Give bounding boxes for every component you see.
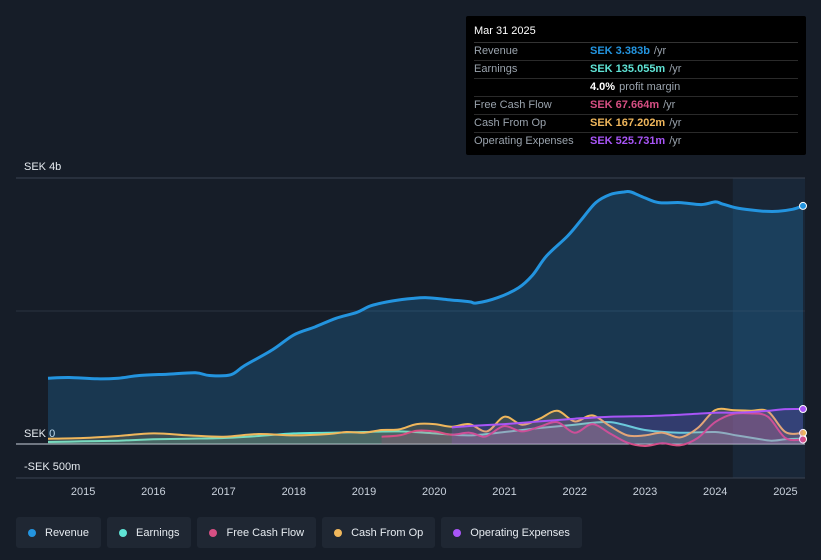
x-tick-label: 2018	[282, 486, 306, 498]
legend-label: Earnings	[136, 526, 180, 539]
tooltip-row-label: Cash From Op	[474, 117, 547, 129]
tooltip-row-unit: /yr	[669, 63, 682, 75]
tooltip-row: Cash From Op SEK 167.202m/yr	[474, 115, 798, 133]
legend-item-operating-expenses[interactable]: Operating Expenses	[441, 517, 582, 548]
legend-dot-icon	[209, 528, 218, 537]
tooltip-row-value: SEK 525.731m	[590, 135, 666, 147]
tooltip-date: Mar 31 2025	[474, 24, 798, 43]
operating-expenses-area	[451, 408, 803, 444]
earnings-line	[47, 420, 804, 443]
revenue-end-point	[799, 201, 807, 210]
operating-expenses-line	[451, 407, 804, 429]
y-label-bottom: -SEK 500m	[24, 461, 80, 473]
legend: Revenue Earnings Free Cash Flow Cash From O…	[16, 517, 582, 548]
tooltip-row-value: SEK 67.664m	[590, 99, 660, 111]
x-tick-label: 2016	[141, 486, 165, 498]
tooltip-row-unit: /yr	[669, 135, 682, 147]
tooltip-row-value: SEK 167.202m	[590, 117, 666, 129]
legend-label: Revenue	[45, 526, 90, 539]
tooltip-row-value: 4.0%	[590, 81, 616, 93]
tooltip-row: Earnings SEK 135.055m/yr	[474, 61, 798, 79]
legend-item-cash-from-op[interactable]: Cash From Op	[322, 517, 436, 548]
tooltip-row: Free Cash Flow SEK 67.664m/yr	[474, 97, 798, 115]
x-tick-label: 2023	[633, 486, 657, 498]
x-tick-label: 2022	[563, 486, 587, 498]
tooltip-row-value: SEK 3.383b	[590, 45, 650, 57]
x-tick-label: 2021	[492, 486, 516, 498]
operating-expenses-end-point	[799, 405, 807, 414]
revenue-line	[47, 189, 804, 381]
forecast-region	[732, 178, 805, 478]
legend-dot-icon	[28, 528, 36, 537]
x-tick-label: 2024	[703, 486, 727, 498]
legend-item-free-cash-flow[interactable]: Free Cash Flow	[197, 517, 317, 548]
tooltip-row-label	[474, 79, 590, 96]
x-tick-label: 2017	[211, 486, 235, 498]
legend-label: Free Cash Flow	[226, 526, 305, 539]
legend-item-revenue[interactable]: Revenue	[16, 517, 102, 548]
x-tick-label: 2025	[773, 486, 797, 498]
tooltip-row-label: Earnings	[474, 63, 518, 75]
x-tick-label: 2020	[422, 486, 446, 498]
tooltip-row: Operating Expenses SEK 525.731m/yr	[474, 133, 798, 150]
y-label-top: SEK 4b	[24, 161, 61, 173]
legend-dot-icon	[453, 528, 462, 537]
y-label-zero: SEK 0	[24, 428, 55, 440]
legend-dot-icon	[334, 528, 343, 537]
legend-label: Operating Expenses	[470, 526, 570, 539]
legend-dot-icon	[119, 528, 128, 537]
tooltip-row: Revenue SEK 3.383b/yr	[474, 43, 798, 61]
legend-item-earnings[interactable]: Earnings	[107, 517, 192, 548]
tooltip-row-label: Free Cash Flow	[474, 99, 552, 111]
free-cash-flow-end-point	[799, 435, 807, 444]
free-cash-flow-line	[381, 412, 804, 448]
free-cash-flow-area	[381, 413, 803, 447]
tooltip-panel: Mar 31 2025 Revenue SEK 3.383b/yr Earnings…	[466, 16, 806, 155]
tooltip-row: 4.0% profit margin	[474, 79, 798, 97]
chart: SEK 4b SEK 0 -SEK 500m 2015 2016 2017 2018 2…	[16, 161, 807, 498]
tooltip-row-unit: profit margin	[619, 81, 681, 93]
x-tick-label: 2015	[71, 486, 95, 498]
legend-label: Cash From Op	[351, 526, 424, 539]
tooltip-row-label: Revenue	[474, 45, 519, 57]
revenue-area	[48, 191, 803, 444]
tooltip-row-value: SEK 135.055m	[590, 63, 666, 75]
tooltip-row-label: Operating Expenses	[474, 135, 574, 147]
x-tick-label: 2019	[352, 486, 376, 498]
tooltip-row-unit: /yr	[663, 99, 676, 111]
tooltip-row-unit: /yr	[669, 117, 682, 129]
tooltip-row-unit: /yr	[653, 45, 667, 57]
